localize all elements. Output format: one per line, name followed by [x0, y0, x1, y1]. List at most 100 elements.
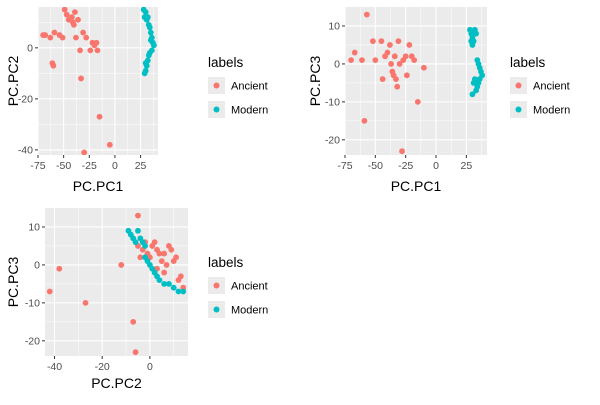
- data-point-ancient: [395, 38, 402, 45]
- plot-panel: [38, 7, 158, 155]
- data-point-ancient: [94, 47, 101, 54]
- data-point-modern: [142, 243, 149, 249]
- plot-panel: [345, 7, 487, 155]
- data-point-ancient: [394, 83, 401, 90]
- y-tick-label: 10: [328, 20, 340, 32]
- data-point-ancient: [68, 14, 75, 21]
- data-point-ancient: [82, 299, 89, 306]
- data-point-modern: [161, 280, 168, 287]
- data-point-ancient: [87, 47, 94, 54]
- legend-label-ancient: Ancient: [231, 81, 268, 93]
- data-point-ancient: [168, 246, 175, 253]
- data-point-ancient: [348, 57, 354, 64]
- y-tick-label: -10: [25, 297, 40, 309]
- y-tick-label: 0: [334, 58, 340, 70]
- data-point-ancient: [163, 262, 170, 268]
- x-axis-title: PC.PC2: [91, 375, 142, 391]
- data-point-ancient: [118, 262, 125, 268]
- legend: labels Ancient Modern: [510, 55, 570, 118]
- data-point-ancient: [70, 21, 77, 28]
- data-point-ancient: [106, 141, 113, 148]
- data-point-ancient: [132, 349, 139, 356]
- data-point-modern: [156, 277, 163, 284]
- y-tick-label: 0: [34, 259, 40, 271]
- data-point-ancient: [151, 239, 158, 246]
- data-point-ancient: [411, 57, 418, 64]
- data-point-ancient: [420, 64, 427, 71]
- data-point-ancient: [78, 75, 84, 82]
- data-point-modern: [150, 42, 157, 49]
- data-point-ancient: [393, 76, 399, 83]
- data-point-ancient: [414, 98, 421, 105]
- x-tick-label: 0: [112, 160, 118, 172]
- data-point-ancient: [384, 49, 391, 56]
- data-point-ancient: [135, 212, 141, 219]
- y-tick-label: -20: [18, 93, 33, 105]
- points-layer: [46, 212, 187, 356]
- data-point-ancient: [75, 16, 81, 23]
- data-point-modern: [180, 288, 187, 295]
- data-point-ancient: [51, 29, 58, 36]
- data-point-ancient: [96, 113, 103, 120]
- data-point-modern: [142, 254, 149, 261]
- x-tick-label: -25: [82, 160, 97, 172]
- data-point-ancient: [403, 72, 410, 79]
- data-point-ancient: [50, 62, 57, 69]
- data-point-ancient: [156, 250, 163, 257]
- legend-title: labels: [208, 55, 244, 70]
- data-point-ancient: [161, 250, 168, 257]
- data-point-ancient: [388, 61, 395, 67]
- y-tick-label: 0: [27, 42, 33, 54]
- data-point-ancient: [402, 53, 409, 60]
- x-tick-label: 25: [135, 160, 147, 172]
- data-point-ancient: [396, 61, 403, 67]
- x-tick-label: 0: [147, 361, 153, 373]
- data-point-ancient: [351, 49, 358, 56]
- data-point-ancient: [83, 34, 90, 41]
- x-tick-label: -50: [368, 160, 383, 172]
- x-axis-title: PC.PC1: [73, 178, 124, 194]
- legend-title: labels: [510, 55, 546, 70]
- data-point-ancient: [130, 318, 137, 325]
- data-point-modern: [132, 239, 139, 246]
- data-point-ancient: [370, 38, 376, 45]
- x-tick-label: -50: [56, 160, 71, 172]
- data-point-ancient: [161, 269, 168, 276]
- legend: labels Ancient Modern: [208, 55, 268, 118]
- points-layer: [348, 11, 486, 155]
- data-point-ancient: [379, 76, 386, 83]
- data-point-ancient: [359, 57, 365, 64]
- data-point-ancient: [42, 32, 49, 38]
- data-point-ancient: [63, 11, 70, 18]
- y-tick-label: -40: [18, 144, 33, 156]
- data-point-ancient: [46, 288, 53, 295]
- data-point-modern: [473, 87, 479, 94]
- legend-label-modern: Modern: [533, 105, 570, 117]
- data-point-modern: [470, 79, 477, 86]
- data-point-ancient: [363, 11, 370, 18]
- data-point-modern: [142, 60, 149, 67]
- data-point-ancient: [177, 273, 184, 280]
- legend-marker-ancient: [213, 282, 220, 289]
- legend-label-ancient: Ancient: [533, 81, 570, 93]
- data-point-modern: [147, 29, 154, 36]
- legend-marker-ancient: [213, 82, 220, 89]
- data-point-ancient: [378, 38, 385, 45]
- y-axis-title: PC.PC3: [307, 56, 323, 107]
- data-point-ancient: [137, 254, 144, 261]
- y-tick-label: 10: [28, 221, 40, 233]
- x-tick-label: 25: [461, 160, 473, 172]
- legend-marker-ancient: [515, 82, 522, 89]
- data-point-modern: [144, 14, 151, 21]
- data-point-modern: [146, 24, 153, 31]
- data-point-ancient: [399, 148, 405, 155]
- data-point-modern: [170, 284, 177, 291]
- y-tick-label: -20: [25, 335, 40, 347]
- y-axis-title: PC.PC3: [5, 257, 21, 308]
- data-point-ancient: [59, 34, 66, 41]
- scatter-plot-2: -75 -50 -25 0 25 -20 -10 0 10 PC.PC1 PC.PC3 labels A…: [307, 7, 570, 194]
- x-tick-label: 0: [433, 160, 439, 172]
- y-tick-label: -20: [325, 134, 340, 146]
- data-point-modern: [147, 37, 154, 44]
- legend: labels Ancient Modern: [208, 255, 268, 318]
